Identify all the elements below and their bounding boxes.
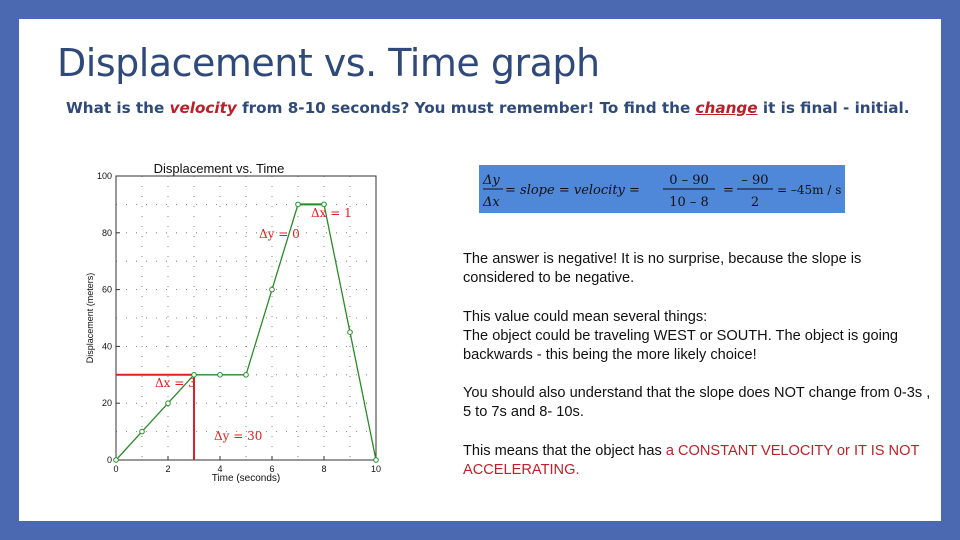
formula-equals: = [723,183,734,198]
dx-3-label: Δx = 3 [155,376,196,390]
x-tick-label: 8 [321,464,326,474]
paragraph-meaning-line-2: The object could be traveling WEST or SO… [463,328,899,363]
series-line [115,203,377,461]
slope-formula: Δy Δx = slope = velocity = 0 – 90 10 – 8… [482,173,841,210]
formula-num-2: – 90 [741,173,768,188]
slide-subtitle: What is the velocity from 8-10 seconds? … [66,99,910,117]
formula-den-1: 10 – 8 [669,195,709,210]
slide-title: Displacement vs. Time graph [57,41,600,85]
formula-middle: = slope = velocity = [505,183,640,198]
formula-dx: Δx [482,195,500,210]
slide: Displacement vs. Time graph What is the … [19,19,941,521]
data-point [347,329,353,335]
formula-result: = –45m / s [777,183,841,197]
subtitle-change: change [695,99,758,117]
data-point [373,457,379,463]
paragraph-meaning: This value could mean several things: Th… [463,308,933,365]
subtitle-part-3: from 8-10 seconds? You must remember! To… [236,99,696,117]
y-tick-label: 60 [102,285,112,295]
y-tick-label: 100 [97,171,112,181]
data-point [269,286,275,293]
dx-1-label: Δx = 1 [311,206,352,220]
data-point [113,457,119,463]
data-point [139,428,145,435]
data-point [191,372,197,378]
data-point [243,372,249,378]
plot-frame [115,175,377,461]
data-point [321,201,327,208]
x-tick-label: 6 [269,464,274,474]
data-point [217,372,223,378]
y-tick-label: 20 [102,398,112,408]
y-tick-label: 40 [102,341,112,351]
paragraph-meaning-line-1: This value could mean several things: [463,309,708,325]
subtitle-part-1: What is the [66,99,170,117]
paragraph-constant-start: This means that the object has [463,443,666,459]
displacement-series [113,201,379,463]
data-point [165,400,171,406]
paragraph-constant-velocity: This means that the object has a CONSTAN… [463,442,933,480]
formula-num-1: 0 – 90 [669,173,709,188]
x-tick-label: 2 [165,464,170,474]
subtitle-velocity: velocity [169,99,237,117]
chart-title: Displacement vs. Time [154,161,285,176]
dy-30-label: Δy = 30 [214,429,262,443]
y-tick-label: 0 [107,455,112,465]
x-axis-label: Time (seconds) [212,473,281,484]
y-tick-label: 80 [102,228,112,238]
dy-0-label: Δy = 0 [259,227,300,241]
paragraph-constant-red: a CONSTANT VELOCITY or IT IS NOT ACCELER… [463,443,920,478]
x-tick-label: 10 [371,464,381,474]
paragraph-slope: You should also understand that the slop… [463,385,931,420]
displacement-time-chart: Displacement vs. Time 0 2 4 6 8 1002040608010… [85,161,381,484]
data-point [295,201,301,208]
y-axis-label: Displacement (meters) [85,273,95,364]
x-tick-label: 4 [217,464,222,474]
formula-den-2: 2 [751,195,759,210]
x-tick-label: 0 [113,464,118,474]
slope-formula-box: Δy Δx = slope = velocity = 0 – 90 10 – 8… [479,165,845,213]
formula-dy: Δy [482,173,500,188]
subtitle-part-5: it is final - initial. [757,99,910,117]
paragraph-negative: The answer is negative! It is no surpris… [463,251,862,286]
